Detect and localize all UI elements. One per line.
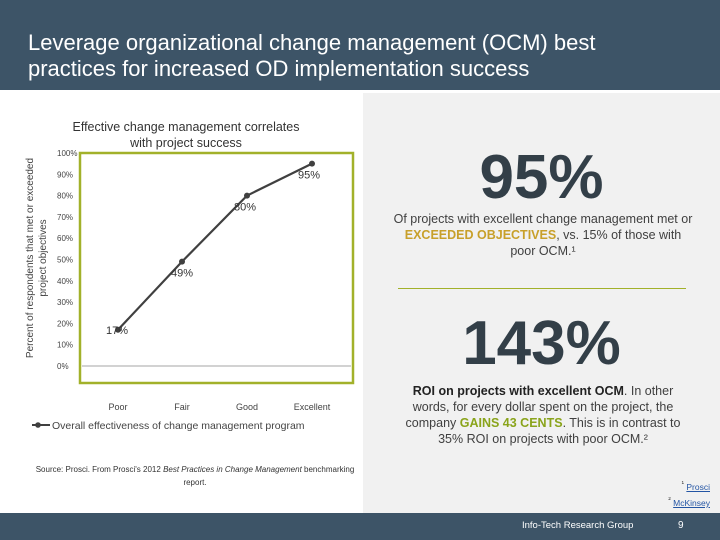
stat-value-143: 143%: [462, 309, 621, 378]
y-tick-label: 100%: [57, 149, 77, 158]
stat-value-95: 95%: [479, 143, 604, 212]
page-number: 9: [678, 520, 684, 531]
data-point: [179, 258, 185, 265]
y-tick-label: 50%: [57, 256, 73, 265]
y-tick-label: 0%: [57, 362, 69, 371]
source-prefix: Source: Prosci. From Prosci's 2012: [35, 465, 164, 474]
chart-source: Source: Prosci. From Prosci's 2012 Best …: [30, 463, 360, 489]
stats-panel: [363, 93, 720, 513]
y-tick-label: 80%: [57, 192, 73, 201]
line-chart: Effective change management correlates wi…: [25, 117, 355, 432]
data-point: [244, 192, 250, 199]
footnote-1: ¹ Prosci: [600, 478, 710, 494]
chart-title-line-2: with project success: [129, 136, 242, 150]
x-tick-label: Excellent: [294, 402, 331, 412]
data-label: 49%: [171, 268, 193, 280]
stat2-highlight: GAINS 43 CENTS: [459, 416, 563, 430]
stat1-text-after: , vs. 15% of those with poor OCM.¹: [510, 228, 682, 258]
y-tick-label: 60%: [57, 234, 73, 243]
x-tick-label: Poor: [108, 402, 127, 412]
stats-divider: [398, 288, 686, 289]
stat2-text-after: . This is in contrast to 35% ROI on proj…: [438, 416, 681, 446]
data-label: 95%: [298, 170, 320, 182]
chart-title-bg: [60, 117, 330, 151]
footer-bar: [0, 513, 720, 540]
data-label: 17%: [106, 325, 128, 337]
footnotes: ¹ Prosci ² McKinsey: [600, 478, 710, 510]
header-bar: [0, 0, 720, 90]
x-tick-label: Good: [236, 402, 258, 412]
y-tick-label: 70%: [57, 213, 73, 222]
chart-frame: [78, 151, 355, 385]
x-tick-label: Fair: [174, 402, 190, 412]
footnote-link-prosci[interactable]: Prosci: [686, 481, 710, 492]
chart-title-line-1: Effective change management correlates: [73, 120, 300, 134]
stat2-bold: ROI on projects with excellent OCM: [412, 384, 624, 398]
stat-description-1: Of projects with excellent change manage…: [393, 211, 693, 259]
source-suffix: benchmarking report.: [183, 465, 355, 487]
data-point: [309, 160, 315, 167]
stat2-text-before: . In other words, for every dollar spent…: [405, 384, 674, 430]
footer-org-name: Info-Tech Research Group: [522, 520, 634, 531]
y-tick-label: 10%: [57, 341, 73, 350]
footnote-link-mckinsey[interactable]: McKinsey: [673, 497, 710, 508]
series-line: [117, 162, 313, 331]
footnote-2: ² McKinsey: [600, 494, 710, 510]
legend-label: Overall effectiveness of change manageme…: [52, 420, 305, 432]
data-label: 80%: [234, 202, 256, 214]
slide-title: Leverage organizational change managemen…: [28, 30, 596, 81]
source-italic: Best Practices in Change Management: [163, 465, 302, 474]
y-axis-label-line-1: Percent of respondents that met or excee…: [25, 158, 36, 358]
y-tick-label: 20%: [57, 319, 73, 328]
data-point: [115, 326, 121, 333]
y-tick-label: 90%: [57, 170, 73, 179]
y-tick-label: 40%: [57, 277, 73, 286]
footnote-1-num: ¹: [681, 480, 684, 488]
y-tick-label: 30%: [57, 298, 73, 307]
stat1-text-before: Of projects with excellent change manage…: [393, 212, 693, 226]
footnote-2-num: ²: [668, 495, 671, 504]
y-axis-label-line-2: project objectives: [38, 219, 49, 296]
stat1-highlight: EXCEEDED OBJECTIVES: [404, 228, 557, 242]
legend-marker: [35, 422, 41, 428]
stat-description-2: ROI on projects with excellent OCM. In o…: [393, 383, 693, 447]
chart-root: Effective change management correlates wi…: [25, 117, 355, 432]
